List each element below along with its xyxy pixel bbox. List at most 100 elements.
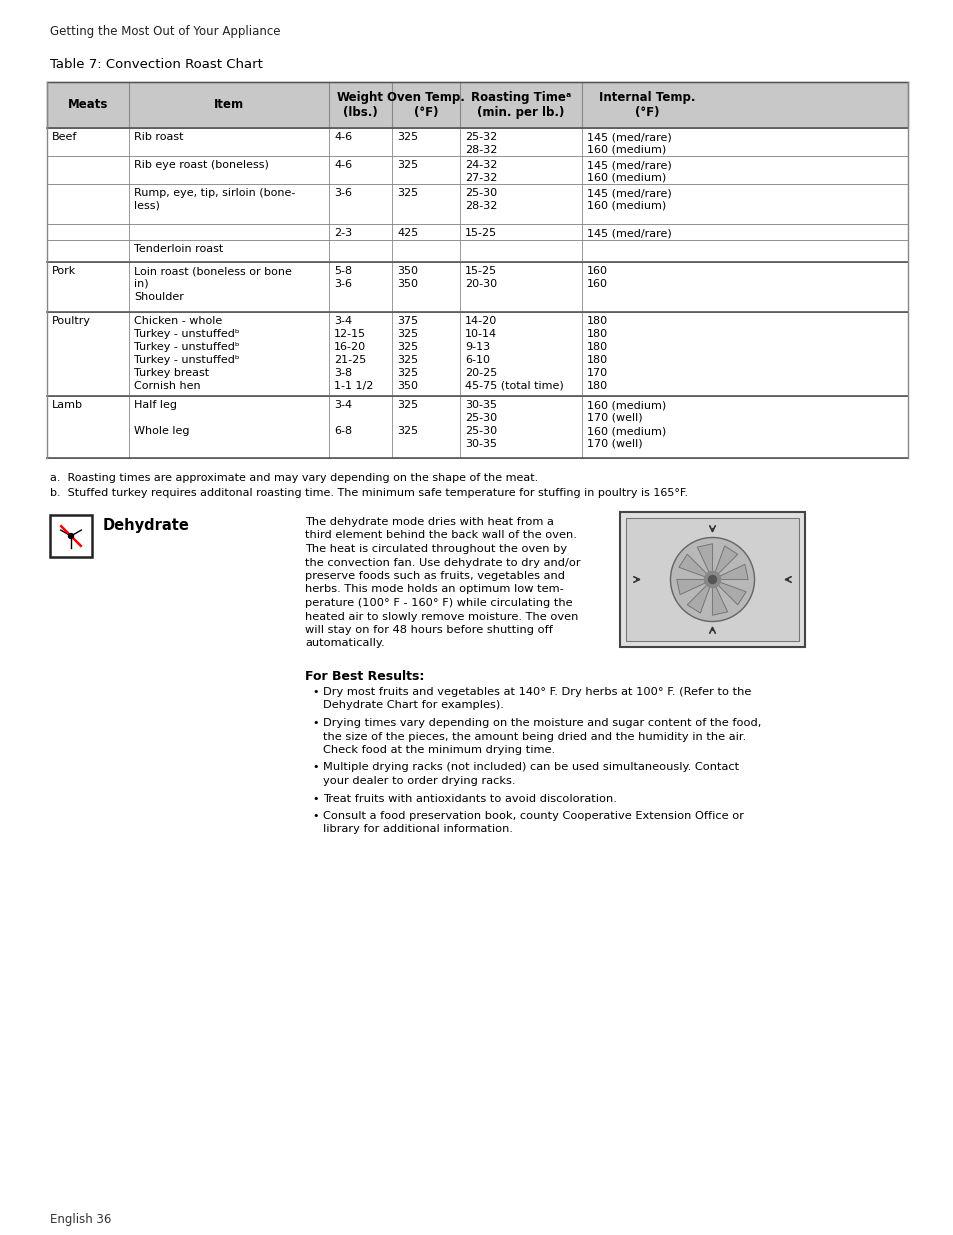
Text: the size of the pieces, the amount being dried and the humidity in the air.: the size of the pieces, the amount being… (323, 731, 745, 741)
Text: 145 (med/rare): 145 (med/rare) (586, 132, 671, 142)
Text: 6-8: 6-8 (334, 426, 352, 436)
Text: Whole leg: Whole leg (133, 426, 190, 436)
Text: 145 (med/rare): 145 (med/rare) (586, 228, 671, 238)
Text: Turkey breast: Turkey breast (133, 368, 209, 378)
Text: Getting the Most Out of Your Appliance: Getting the Most Out of Your Appliance (50, 25, 280, 38)
Text: 160 (medium): 160 (medium) (586, 400, 665, 410)
Text: 25-30: 25-30 (464, 412, 497, 424)
Text: 25-30: 25-30 (464, 426, 497, 436)
Text: 3-6: 3-6 (334, 279, 352, 289)
Bar (47, 262, 907, 312)
Text: 325: 325 (396, 400, 417, 410)
Text: Dehydrate: Dehydrate (103, 517, 190, 534)
Text: Oven Temp.
(°F): Oven Temp. (°F) (387, 91, 464, 119)
Text: 27-32: 27-32 (464, 173, 497, 183)
Text: 170 (well): 170 (well) (586, 438, 642, 450)
Circle shape (69, 534, 73, 538)
Text: Check food at the minimum drying time.: Check food at the minimum drying time. (323, 745, 555, 755)
Text: For Best Results:: For Best Results: (305, 671, 424, 683)
Text: b.  Stuffed turkey requires additonal roasting time. The minimum safe temperatur: b. Stuffed turkey requires additonal roa… (50, 488, 687, 498)
Text: 325: 325 (396, 342, 417, 352)
Text: Cornish hen: Cornish hen (133, 382, 200, 391)
Text: 325: 325 (396, 354, 417, 366)
Text: 180: 180 (586, 316, 607, 326)
Text: 350: 350 (396, 266, 417, 275)
Text: 6-10: 6-10 (464, 354, 490, 366)
Text: Table 7: Convection Roast Chart: Table 7: Convection Roast Chart (50, 58, 263, 70)
Text: The dehydrate mode dries with heat from a: The dehydrate mode dries with heat from … (305, 517, 554, 527)
Text: 1-1 1/2: 1-1 1/2 (334, 382, 373, 391)
Text: 160 (medium): 160 (medium) (586, 173, 665, 183)
Text: 160: 160 (586, 266, 607, 275)
Text: Poultry: Poultry (52, 316, 91, 326)
Text: 350: 350 (396, 382, 417, 391)
Text: 28-32: 28-32 (464, 144, 497, 156)
Text: library for additional information.: library for additional information. (323, 825, 513, 835)
Text: 180: 180 (586, 354, 607, 366)
Bar (47, 128, 907, 156)
Text: English 36: English 36 (50, 1213, 112, 1226)
Text: 15-25: 15-25 (464, 266, 497, 275)
Text: 160: 160 (586, 279, 607, 289)
Text: 9-13: 9-13 (464, 342, 490, 352)
Text: 170: 170 (586, 368, 607, 378)
Text: 325: 325 (396, 188, 417, 198)
Text: 3-6: 3-6 (334, 188, 352, 198)
Bar (50, 515, 91, 557)
Text: 30-35: 30-35 (464, 400, 497, 410)
Text: 21-25: 21-25 (334, 354, 366, 366)
Polygon shape (712, 587, 727, 615)
Text: Lamb: Lamb (52, 400, 83, 410)
Text: Weight
(lbs.): Weight (lbs.) (336, 91, 384, 119)
Text: 24-32: 24-32 (464, 161, 497, 170)
Text: 375: 375 (396, 316, 417, 326)
Text: 180: 180 (586, 342, 607, 352)
Text: Turkey - unstuffedᵇ: Turkey - unstuffedᵇ (133, 342, 239, 352)
Bar (47, 224, 907, 240)
Circle shape (703, 572, 720, 588)
Text: Item: Item (213, 99, 244, 111)
Polygon shape (718, 582, 745, 605)
Text: Consult a food preservation book, county Cooperative Extension Office or: Consult a food preservation book, county… (323, 811, 743, 821)
Text: your dealer to order drying racks.: your dealer to order drying racks. (323, 776, 515, 785)
Text: •: • (313, 811, 319, 821)
Text: 3-8: 3-8 (334, 368, 352, 378)
Text: a.  Roasting times are approximate and may vary depending on the shape of the me: a. Roasting times are approximate and ma… (50, 473, 537, 483)
Bar (47, 156, 907, 184)
Bar (47, 184, 907, 224)
Text: 45-75 (total time): 45-75 (total time) (464, 382, 563, 391)
Text: The heat is circulated throughout the oven by: The heat is circulated throughout the ov… (305, 543, 566, 555)
Text: Rib roast: Rib roast (133, 132, 183, 142)
Text: 325: 325 (396, 426, 417, 436)
Text: 25-30: 25-30 (464, 188, 497, 198)
Text: Tenderloin roast: Tenderloin roast (133, 245, 223, 254)
Text: 325: 325 (396, 132, 417, 142)
Text: 10-14: 10-14 (464, 329, 497, 338)
Text: 20-25: 20-25 (464, 368, 497, 378)
Circle shape (670, 537, 754, 621)
Text: 145 (med/rare): 145 (med/rare) (586, 188, 671, 198)
Text: Pork: Pork (52, 266, 76, 275)
Text: 5-8: 5-8 (334, 266, 352, 275)
Text: 4-6: 4-6 (334, 132, 352, 142)
Polygon shape (697, 543, 712, 572)
Text: 425: 425 (396, 228, 417, 238)
Text: Beef: Beef (52, 132, 77, 142)
Text: 145 (med/rare): 145 (med/rare) (586, 161, 671, 170)
Text: will stay on for 48 hours before shutting off: will stay on for 48 hours before shuttin… (305, 625, 553, 635)
Text: 160 (medium): 160 (medium) (586, 201, 665, 211)
Text: less): less) (133, 201, 160, 211)
Text: Dry most fruits and vegetables at 140° F. Dry herbs at 100° F. (Refer to the: Dry most fruits and vegetables at 140° F… (323, 687, 751, 697)
Text: •: • (313, 687, 319, 697)
Text: 12-15: 12-15 (334, 329, 366, 338)
Text: 160 (medium): 160 (medium) (586, 426, 665, 436)
Text: Rump, eye, tip, sirloin (bone-: Rump, eye, tip, sirloin (bone- (133, 188, 295, 198)
Text: 30-35: 30-35 (464, 438, 497, 450)
Text: 325: 325 (396, 161, 417, 170)
Text: 350: 350 (396, 279, 417, 289)
Text: 15-25: 15-25 (464, 228, 497, 238)
Text: Meats: Meats (68, 99, 108, 111)
Bar (47, 312, 907, 396)
Text: 20-30: 20-30 (464, 279, 497, 289)
Text: preserve foods such as fruits, vegetables and: preserve foods such as fruits, vegetable… (305, 571, 564, 580)
